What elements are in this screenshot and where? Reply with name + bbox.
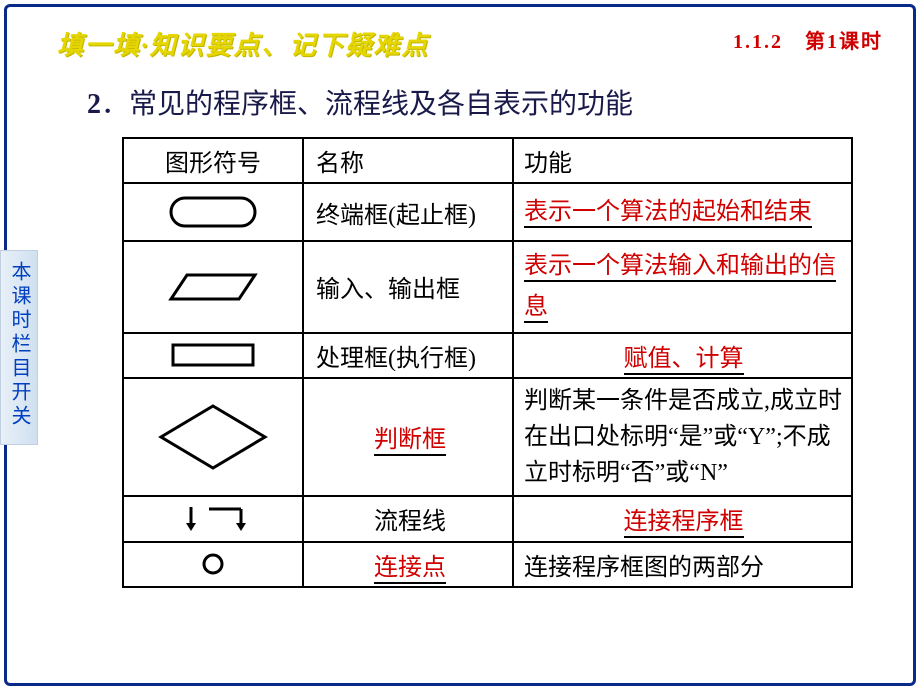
table-row: 判断框 判断某一条件是否成立,成立时在出口处标明“是”或“Y”;不成立时标明“否… xyxy=(123,378,852,496)
func-text: 判断某一条件是否成立,成立时在出口处标明“是”或“Y”;不成立时标明“否”或“N… xyxy=(524,388,842,486)
sidebar-tab[interactable]: 本课时栏目开关 xyxy=(0,250,38,445)
func-cell: 表示一个算法输入和输出的信息 xyxy=(513,241,852,333)
flowline-icon xyxy=(173,503,253,535)
terminator-icon xyxy=(163,190,263,234)
func-cell: 连接程序框 xyxy=(513,496,852,542)
table-container: 图形符号 名称 功能 终端框(起止框) 表示一个算法的起始和结束 xyxy=(122,137,853,588)
flowchart-symbols-table: 图形符号 名称 功能 终端框(起止框) 表示一个算法的起始和结束 xyxy=(122,137,853,588)
symbol-io xyxy=(123,241,303,333)
connector-icon xyxy=(200,551,226,577)
name-text: 流程线 xyxy=(374,509,446,535)
func-cell: 赋值、计算 xyxy=(513,333,852,378)
func-text: 连接程序框图的两部分 xyxy=(524,555,764,581)
func-cell: 判断某一条件是否成立,成立时在出口处标明“是”或“Y”;不成立时标明“否”或“N… xyxy=(513,378,852,496)
func-text: 表示一个算法的起始和结束 xyxy=(524,199,812,228)
name-text: 处理框(执行框) xyxy=(316,346,476,372)
name-text: 输入、输出框 xyxy=(316,277,460,303)
table-row: 终端框(起止框) 表示一个算法的起始和结束 xyxy=(123,183,852,241)
diamond-icon xyxy=(153,398,273,476)
name-text: 判断框 xyxy=(374,427,446,456)
symbol-decision xyxy=(123,378,303,496)
symbol-connector xyxy=(123,542,303,587)
name-cell: 判断框 xyxy=(303,378,513,496)
section-text: ．常见的程序框、流程线及各自表示的功能 xyxy=(101,89,633,120)
symbol-flowline xyxy=(123,496,303,542)
name-cell: 输入、输出框 xyxy=(303,241,513,333)
name-text: 连接点 xyxy=(374,555,446,584)
sidebar-label: 本课时栏目开关 xyxy=(5,261,34,429)
table-header-row: 图形符号 名称 功能 xyxy=(123,138,852,183)
symbol-terminator xyxy=(123,183,303,241)
name-cell: 流程线 xyxy=(303,496,513,542)
func-cell: 表示一个算法的起始和结束 xyxy=(513,183,852,241)
th-func: 功能 xyxy=(513,138,852,183)
page-header: 填一填·知识要点、记下疑难点 1.1.2 第1课时 xyxy=(7,7,913,72)
page-frame: 填一填·知识要点、记下疑难点 1.1.2 第1课时 2．常见的程序框、流程线及各… xyxy=(4,4,916,686)
func-cell: 连接程序框图的两部分 xyxy=(513,542,852,587)
symbol-process xyxy=(123,333,303,378)
section-title: 2．常见的程序框、流程线及各自表示的功能 xyxy=(7,72,913,137)
table-row: 处理框(执行框) 赋值、计算 xyxy=(123,333,852,378)
name-cell: 终端框(起止框) xyxy=(303,183,513,241)
rectangle-icon xyxy=(169,341,257,369)
section-number: 2 xyxy=(87,89,101,120)
func-text: 赋值、计算 xyxy=(624,346,744,375)
table-row: 输入、输出框 表示一个算法输入和输出的信息 xyxy=(123,241,852,333)
table-row: 连接点 连接程序框图的两部分 xyxy=(123,542,852,587)
header-title: 填一填·知识要点、记下疑难点 xyxy=(57,25,430,62)
name-cell: 处理框(执行框) xyxy=(303,333,513,378)
th-symbol: 图形符号 xyxy=(123,138,303,183)
header-lesson: 1.1.2 第1课时 xyxy=(733,25,883,54)
th-name: 名称 xyxy=(303,138,513,183)
name-cell: 连接点 xyxy=(303,542,513,587)
func-text: 表示一个算法输入和输出的信息 xyxy=(524,253,836,323)
name-text: 终端框(起止框) xyxy=(316,203,476,229)
parallelogram-icon xyxy=(163,265,263,309)
func-text: 连接程序框 xyxy=(624,509,744,538)
table-row: 流程线 连接程序框 xyxy=(123,496,852,542)
